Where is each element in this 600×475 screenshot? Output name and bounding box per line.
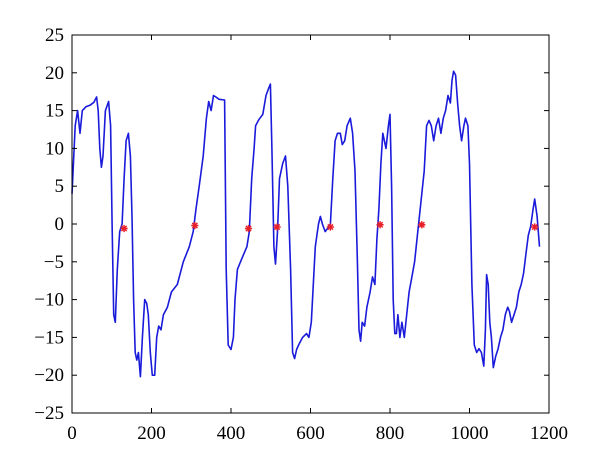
- marker-stroke: [191, 222, 198, 229]
- marker-stroke: [376, 221, 384, 228]
- y-tick-label: 20: [45, 63, 64, 84]
- y-tick-label: 25: [45, 25, 64, 46]
- x-tick-label: 1200: [530, 423, 568, 444]
- y-tick-label: 10: [45, 138, 64, 159]
- data-marker: [191, 221, 199, 230]
- marker-stroke: [120, 225, 128, 232]
- x-tick-label: 200: [137, 423, 166, 444]
- x-tick-label: 400: [217, 423, 246, 444]
- data-marker: [418, 221, 426, 229]
- axes-layer: 0 200 400 600 800 1000 1200 −25 −20 −15 −10 −5 0 5 10 1…: [34, 25, 568, 444]
- data-marker: [326, 223, 334, 231]
- y-tick-label: −5: [44, 252, 64, 273]
- y-tick-label: −15: [34, 327, 64, 348]
- data-line: [71, 70, 541, 378]
- plot-frame: [71, 34, 550, 414]
- marker-stroke: [531, 223, 538, 231]
- data-marker: [376, 221, 384, 229]
- x-tick-label: 1000: [451, 423, 489, 444]
- y-tick-label: 0: [55, 214, 65, 235]
- x-tick-label: 600: [296, 423, 325, 444]
- marker-layer: [120, 221, 539, 233]
- data-marker: [531, 223, 539, 231]
- data-marker: [120, 224, 128, 233]
- y-tick-label: 5: [55, 176, 65, 197]
- data-marker: [244, 224, 253, 233]
- y-tick-label: 15: [45, 101, 64, 122]
- y-tick-label: −10: [34, 290, 64, 311]
- marker-stroke: [273, 223, 281, 231]
- data-marker: [273, 223, 281, 231]
- x-tick-label: 0: [67, 423, 77, 444]
- series-layer: [71, 70, 541, 378]
- x-tick-label: 800: [376, 423, 405, 444]
- y-tick-label: −20: [34, 365, 64, 386]
- y-tick-label: −25: [34, 403, 64, 424]
- marker-stroke: [418, 221, 425, 228]
- marker-stroke: [327, 223, 334, 231]
- marker-stroke: [245, 225, 252, 232]
